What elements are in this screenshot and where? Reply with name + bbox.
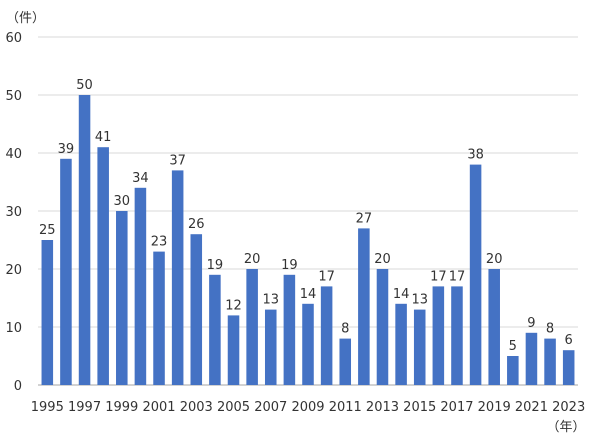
x-tick-label: 2007: [254, 400, 287, 415]
data-label-2006: 20: [244, 252, 261, 267]
data-label-2008: 19: [281, 258, 298, 273]
y-tick-label: 50: [5, 89, 22, 104]
data-label-2004: 19: [207, 258, 224, 273]
bar-2002: [171, 170, 184, 385]
y-axis-unit-label: （件）: [6, 11, 45, 26]
bar-1999: [116, 211, 128, 385]
bar-2000: [134, 187, 147, 385]
x-tick-label: 2013: [366, 400, 399, 415]
data-label-2023: 6: [565, 333, 573, 348]
bar-2013: [376, 269, 389, 385]
y-axis: 0 10 20 30 40 50 60: [5, 31, 22, 394]
x-tick-label: 1997: [68, 400, 101, 415]
bar-2010: [320, 286, 333, 385]
bar-2019: [488, 269, 500, 385]
data-label-2001: 23: [151, 235, 168, 250]
bar-2003: [190, 234, 203, 385]
data-label-1996: 39: [58, 142, 75, 157]
y-tick-label: 60: [5, 31, 22, 46]
x-axis-unit-label: （年）: [546, 420, 585, 435]
x-axis: 1995 1997 1999 2001 2003 2005 2007 2009 2011 2013…: [31, 400, 585, 415]
data-label-2009: 14: [300, 287, 317, 302]
bar-2012: [358, 228, 370, 385]
bar-2001: [153, 251, 165, 385]
data-label-2012: 27: [356, 211, 373, 226]
bar-2008: [283, 274, 296, 385]
bar-2022: [544, 338, 556, 385]
x-tick-label: 2001: [142, 400, 175, 415]
x-tick-label: 2009: [291, 400, 324, 415]
bar-2015: [413, 309, 426, 385]
bar-1997: [78, 95, 91, 385]
bar-1995: [41, 240, 54, 385]
data-label-1998: 41: [95, 130, 112, 145]
y-tick-label: 30: [5, 205, 22, 220]
data-label-2000: 34: [132, 171, 149, 186]
x-tick-label: 1999: [105, 400, 138, 415]
bar-1996: [60, 158, 72, 385]
bar-2017: [451, 286, 463, 385]
data-label-2018: 38: [467, 148, 484, 163]
bar-2014: [395, 303, 407, 385]
data-label-1995: 25: [39, 223, 56, 238]
x-tick-label: 2017: [440, 400, 473, 415]
data-label-2005: 12: [225, 298, 242, 313]
bar-2011: [339, 338, 352, 385]
data-label-2020: 5: [509, 339, 517, 354]
y-tick-label: 0: [14, 379, 22, 394]
bar-1998: [97, 147, 109, 385]
y-tick-label: 40: [5, 147, 22, 162]
bar-2018: [469, 164, 482, 385]
x-tick-label: 2019: [478, 400, 511, 415]
bar-2009: [302, 303, 314, 385]
data-label-2022: 8: [546, 322, 554, 337]
data-label-1999: 30: [114, 194, 131, 209]
bar-2006: [246, 269, 258, 385]
x-tick-label: 2003: [180, 400, 213, 415]
bar-2023: [562, 350, 575, 385]
data-label-2017: 17: [449, 269, 466, 284]
data-label-2019: 20: [486, 252, 503, 267]
data-label-2002: 37: [169, 153, 186, 168]
data-label-1997: 50: [76, 78, 93, 93]
bars: [41, 95, 575, 385]
bar-2021: [525, 332, 538, 385]
bar-2007: [264, 309, 277, 385]
x-tick-label: 2015: [403, 400, 436, 415]
gridlines: [38, 36, 578, 386]
x-tick-label: 1995: [31, 400, 64, 415]
data-label-2007: 13: [262, 293, 279, 308]
data-label-2013: 20: [374, 252, 391, 267]
y-tick-label: 20: [5, 263, 22, 278]
bar-2016: [432, 286, 445, 385]
data-label-2016: 17: [430, 269, 447, 284]
data-label-2021: 9: [527, 316, 535, 331]
x-tick-label: 2005: [217, 400, 250, 415]
x-tick-label: 2021: [515, 400, 548, 415]
bar-2020: [507, 356, 519, 385]
data-label-2014: 14: [393, 287, 410, 302]
data-label-2011: 8: [341, 322, 349, 337]
bar-2004: [209, 274, 221, 385]
x-tick-label: 2011: [329, 400, 362, 415]
data-label-2015: 13: [411, 293, 428, 308]
data-label-2003: 26: [188, 217, 205, 232]
data-label-2010: 17: [318, 269, 335, 284]
bar-2005: [227, 315, 240, 385]
y-tick-label: 10: [5, 321, 22, 336]
x-tick-label: 2023: [552, 400, 585, 415]
